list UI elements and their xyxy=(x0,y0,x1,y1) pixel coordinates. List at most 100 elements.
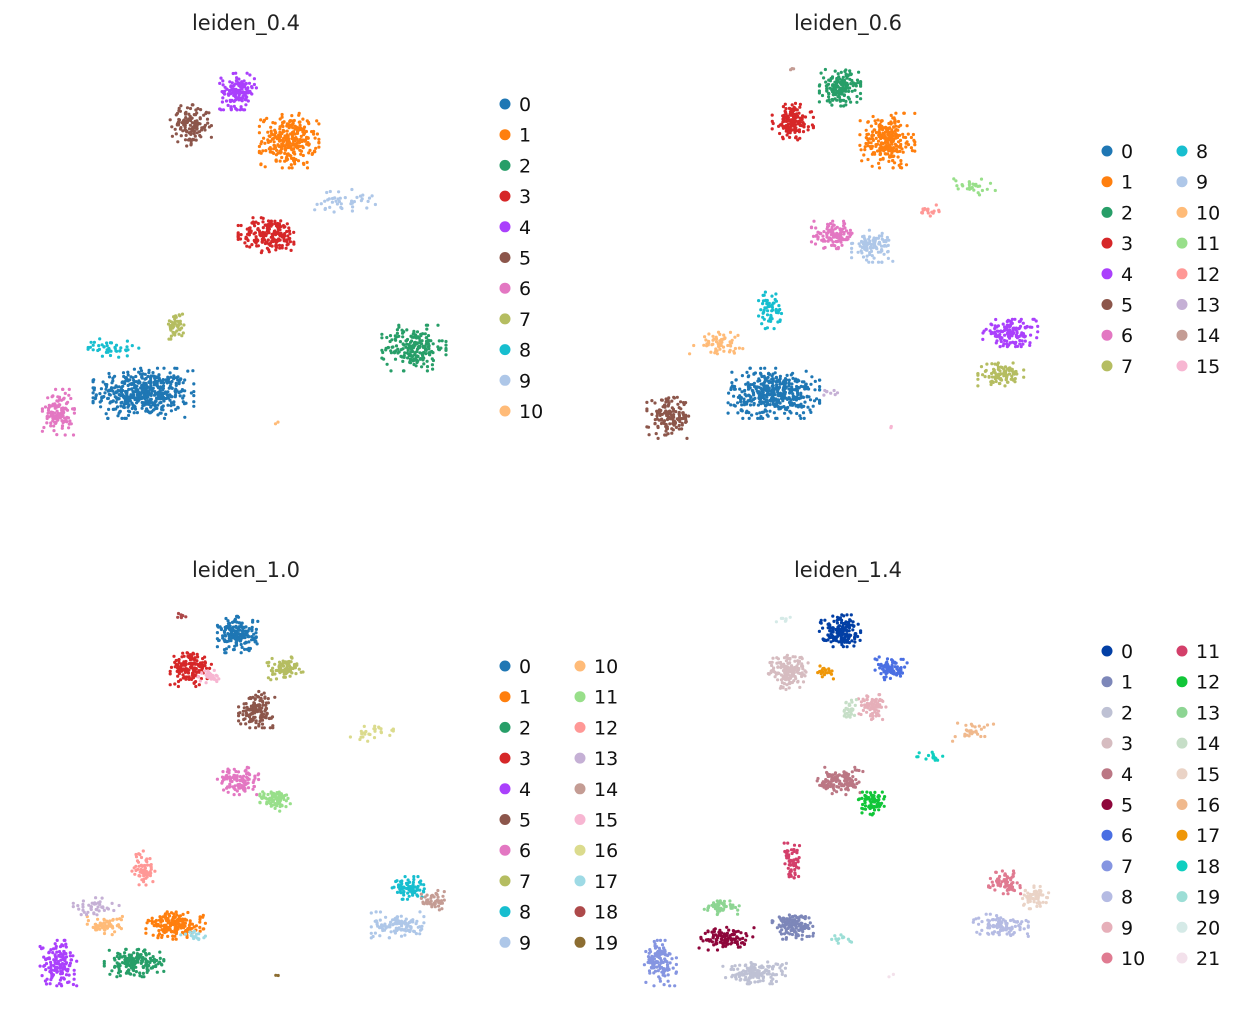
data-point xyxy=(867,260,871,264)
data-point xyxy=(685,436,689,440)
data-point xyxy=(876,236,881,240)
data-point xyxy=(252,706,256,710)
data-point xyxy=(859,80,863,84)
data-point xyxy=(416,875,420,879)
data-point xyxy=(242,780,247,784)
data-point xyxy=(293,663,297,667)
data-point xyxy=(193,113,198,117)
data-point xyxy=(772,301,776,305)
cluster-0-points xyxy=(91,366,196,420)
data-point xyxy=(858,91,863,96)
cluster-7-points xyxy=(265,655,305,682)
data-point xyxy=(139,366,143,370)
data-point xyxy=(719,337,724,342)
data-point xyxy=(118,349,122,353)
data-point xyxy=(110,969,114,973)
data-point xyxy=(876,149,880,153)
data-point xyxy=(900,147,904,151)
data-point xyxy=(750,413,754,417)
data-point xyxy=(976,377,980,381)
data-point xyxy=(168,393,172,397)
data-point xyxy=(765,298,769,303)
data-point xyxy=(430,357,434,361)
data-point xyxy=(180,121,184,125)
data-point xyxy=(273,695,277,699)
data-point xyxy=(174,314,178,318)
data-point xyxy=(315,202,319,206)
data-point xyxy=(798,120,802,124)
data-point xyxy=(278,159,282,163)
data-point xyxy=(998,369,1002,373)
data-point xyxy=(270,132,274,136)
data-point xyxy=(833,69,837,73)
data-point xyxy=(223,89,227,93)
data-point xyxy=(850,241,854,246)
data-point xyxy=(386,345,390,350)
cluster-1-points xyxy=(257,111,321,170)
data-point xyxy=(245,95,249,99)
cluster-4-points xyxy=(38,938,79,988)
data-point xyxy=(748,366,752,370)
data-point xyxy=(858,119,862,123)
data-point xyxy=(45,977,49,981)
data-point xyxy=(757,377,761,381)
data-point xyxy=(707,332,711,336)
data-point xyxy=(281,143,285,147)
data-point xyxy=(193,134,197,138)
data-point xyxy=(410,339,414,343)
data-point xyxy=(743,388,747,393)
data-point xyxy=(855,100,859,104)
data-point xyxy=(208,666,212,671)
data-point xyxy=(139,369,144,373)
data-point xyxy=(203,660,207,664)
data-point xyxy=(301,146,305,150)
data-point xyxy=(195,120,199,124)
data-point xyxy=(672,396,677,400)
data-point xyxy=(190,922,194,926)
data-point xyxy=(246,786,251,790)
data-point xyxy=(244,722,248,726)
legend-marker xyxy=(1101,329,1113,341)
data-point xyxy=(836,85,840,89)
data-point xyxy=(792,402,796,406)
data-point xyxy=(151,955,155,959)
data-point xyxy=(786,405,790,410)
cluster-9-points xyxy=(369,910,426,940)
data-point xyxy=(722,333,726,337)
data-point xyxy=(401,369,406,373)
legend-marker xyxy=(1176,299,1188,310)
data-point xyxy=(63,416,67,420)
data-point xyxy=(826,222,830,226)
data-point xyxy=(778,374,783,378)
data-point xyxy=(60,419,64,423)
data-point xyxy=(192,382,196,386)
data-point xyxy=(656,436,660,440)
legend-item-5: 5 xyxy=(1101,295,1133,317)
data-point xyxy=(257,149,261,153)
data-point xyxy=(859,97,863,101)
data-point xyxy=(149,397,153,401)
data-point xyxy=(155,970,159,974)
data-point xyxy=(153,401,157,406)
data-point xyxy=(157,929,161,933)
data-point xyxy=(176,378,180,382)
data-point xyxy=(58,978,63,982)
data-point xyxy=(886,256,891,260)
data-point xyxy=(242,706,246,710)
legend-label: 6 xyxy=(1121,325,1133,347)
data-point xyxy=(215,777,219,781)
data-point xyxy=(849,73,853,77)
data-point xyxy=(260,240,264,244)
data-point xyxy=(404,925,408,930)
cluster-13-points xyxy=(822,388,840,397)
data-point xyxy=(289,146,293,150)
data-point xyxy=(684,420,688,424)
data-point xyxy=(177,658,181,662)
data-point xyxy=(867,228,872,232)
data-point xyxy=(243,82,247,86)
data-point xyxy=(243,789,247,793)
data-point xyxy=(416,894,420,898)
data-point xyxy=(747,411,751,415)
data-point xyxy=(829,233,834,237)
data-point xyxy=(280,123,284,127)
